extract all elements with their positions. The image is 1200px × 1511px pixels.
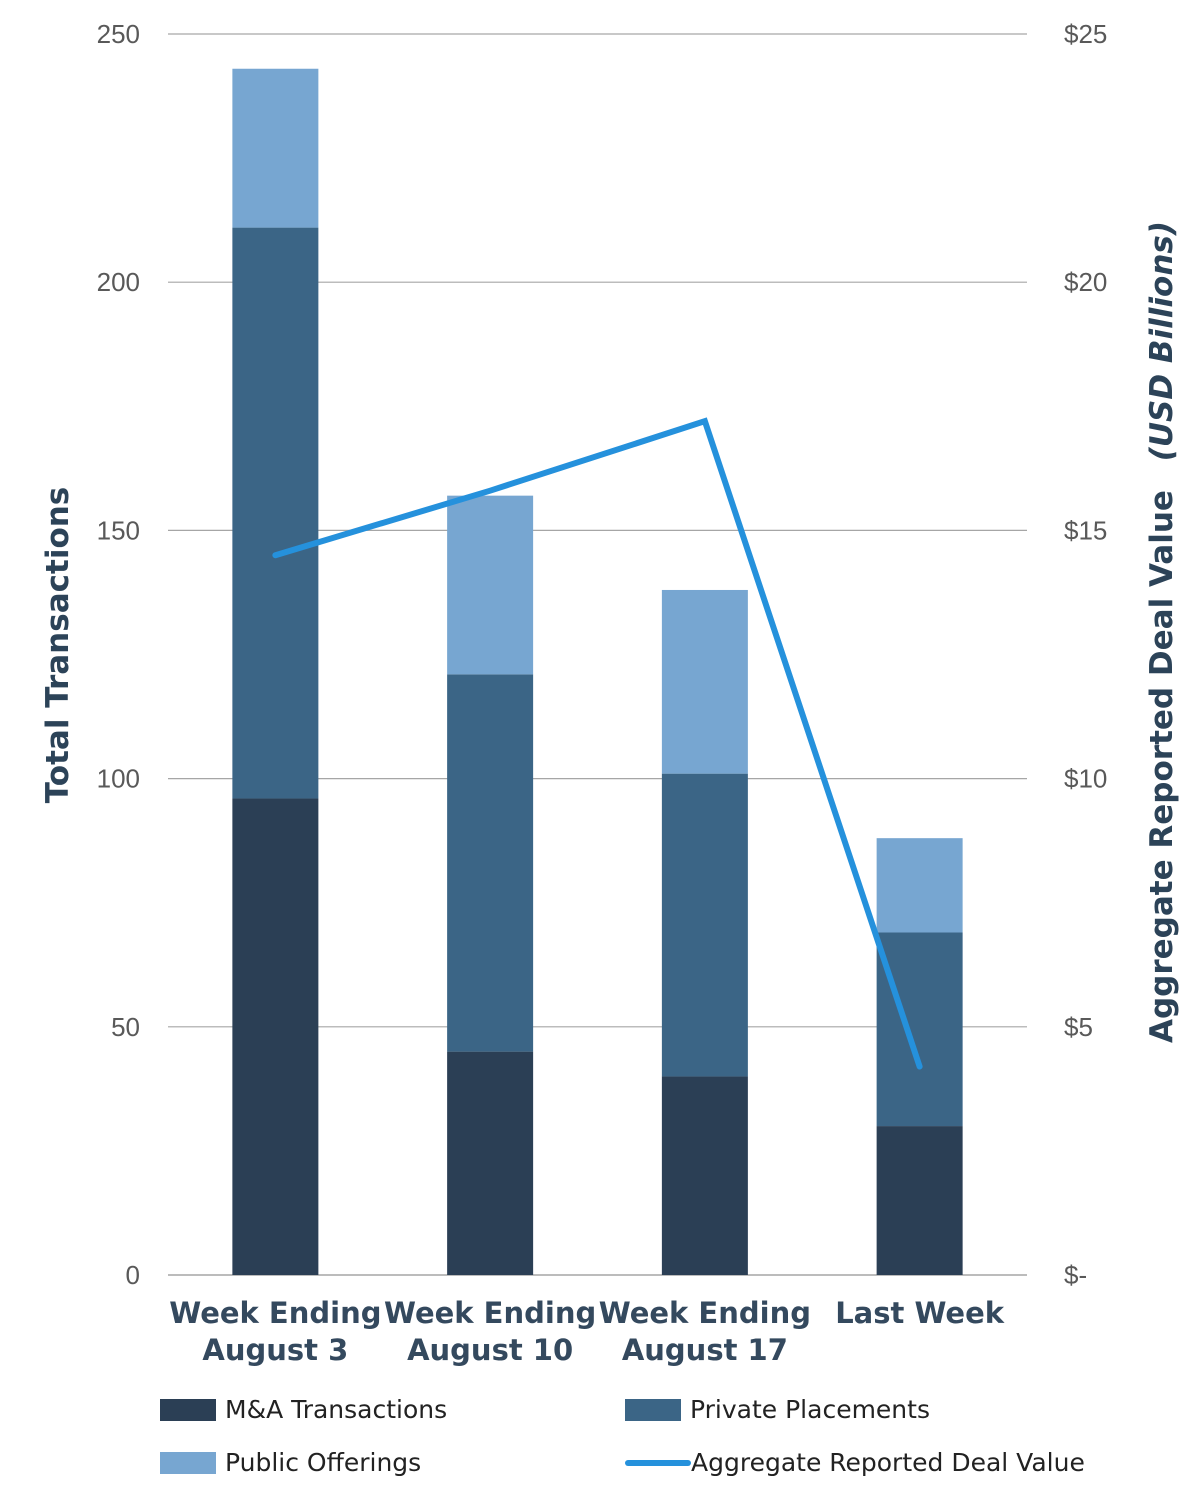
legend-item-public-offerings: Public Offerings: [160, 1448, 421, 1477]
y2-tick-label: $5: [1064, 1012, 1093, 1042]
bar-private-placements-2: [661, 773, 748, 1077]
bar-m-a-transactions-2: [661, 1076, 748, 1275]
category-label-2: Week Ending August 17: [599, 1296, 811, 1367]
bar-private-placements-1: [447, 674, 534, 1052]
legend-label: Private Placements: [690, 1395, 930, 1424]
y2-tick-label: $-: [1064, 1260, 1087, 1290]
y2-tick-label: $15: [1064, 515, 1107, 545]
bar-m-a-transactions-3: [876, 1126, 963, 1275]
legend-label: M&A Transactions: [225, 1395, 448, 1424]
legend-swatch: [160, 1451, 216, 1474]
bar-m-a-transactions-0: [232, 798, 319, 1275]
deal-value-point-2: [704, 420, 706, 422]
category-label-3: Last Week: [835, 1296, 1005, 1330]
bar-public-offerings-2: [661, 589, 748, 774]
bars: [232, 68, 963, 1275]
legend-item-private-placements: Private Placements: [625, 1395, 930, 1424]
y-tick-label: 0: [126, 1260, 140, 1290]
y-tick-label: 250: [97, 19, 140, 49]
legend-swatch: [625, 1459, 691, 1466]
y2-axis-title-main: Aggregate Reported Deal Value: [1144, 490, 1180, 1043]
y-tick-label: 100: [97, 764, 140, 794]
y2-tick-label: $20: [1064, 267, 1107, 297]
deal-value-line-group: [272, 417, 923, 1070]
y-tick-label: 150: [97, 515, 140, 545]
bar-public-offerings-0: [232, 68, 319, 228]
bar-public-offerings-3: [876, 838, 963, 933]
deal-value-line: [272, 417, 923, 1070]
y2-tick-label: $25: [1064, 19, 1107, 49]
legend-item-m-a-transactions: M&A Transactions: [160, 1395, 447, 1424]
y-tick-label: 200: [97, 267, 140, 297]
deal-value-point-3: [919, 1066, 921, 1068]
legend-swatch: [625, 1398, 681, 1421]
legend: M&A Transactions Private Placements Public…: [160, 1395, 1160, 1505]
bar-m-a-transactions-1: [447, 1051, 534, 1275]
category-label-1: Week Ending August 10: [384, 1296, 596, 1367]
legend-label: Aggregate Reported Deal Value: [691, 1448, 1085, 1477]
legend-label: Public Offerings: [225, 1448, 422, 1477]
y-tick-label: 50: [111, 1012, 140, 1042]
deal-value-point-0: [274, 554, 276, 556]
y2-tick-label: $10: [1064, 764, 1107, 794]
bar-public-offerings-1: [447, 495, 534, 675]
bar-private-placements-3: [876, 932, 963, 1127]
y-axis-title: Total Transactions: [40, 487, 76, 804]
chart: 0 $- 50 $5 100 $10 150 $15 200 $20 250 $25 Week End…: [40, 19, 1180, 1367]
axis-ticks: 0 $- 50 $5 100 $10 150 $15 200 $20 250 $25: [97, 19, 1108, 1290]
deal-value-point-1: [489, 490, 491, 492]
y2-axis-title-units: (USD Billions): [1144, 221, 1180, 461]
y2-axis-title: Aggregate Reported Deal Value (USD Billi…: [1144, 221, 1180, 1043]
legend-item-aggregate-reported-deal-value: Aggregate Reported Deal Value: [625, 1448, 1085, 1477]
bar-private-placements-0: [232, 227, 319, 799]
category-label-0: Week Ending August 3: [169, 1296, 381, 1367]
legend-swatch: [160, 1398, 216, 1421]
